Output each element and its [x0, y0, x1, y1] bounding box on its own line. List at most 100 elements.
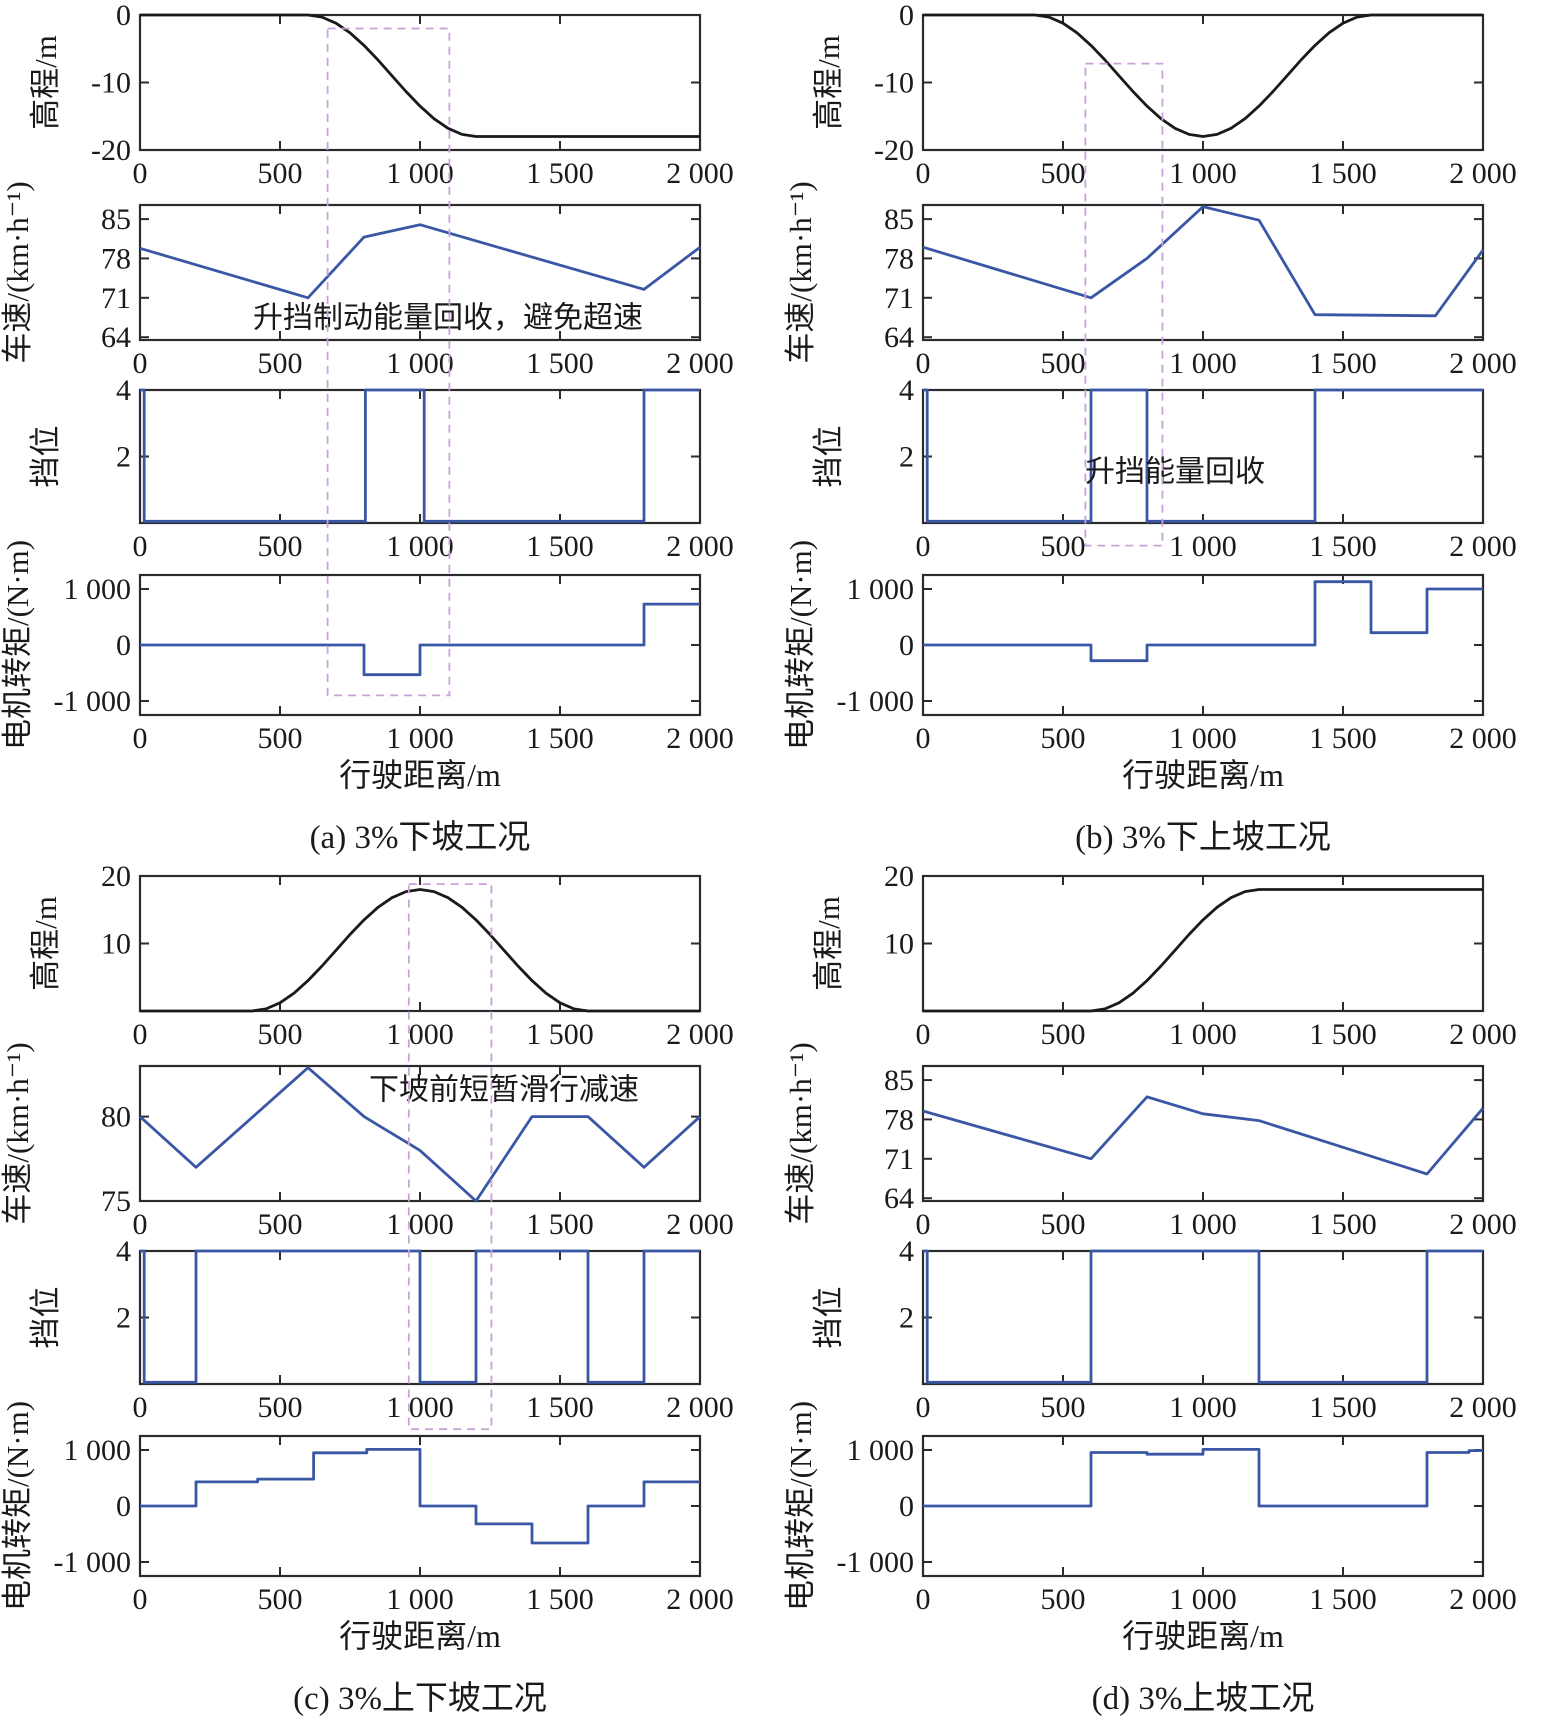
svg-text:高程/m: 高程/m [28, 35, 63, 130]
svg-text:2 000: 2 000 [666, 530, 734, 563]
svg-text:85: 85 [884, 1064, 914, 1097]
svg-text:-1 000: -1 000 [837, 685, 915, 718]
svg-text:10: 10 [101, 928, 131, 961]
svg-text:1 500: 1 500 [526, 1391, 594, 1424]
svg-text:500: 500 [258, 1391, 303, 1424]
svg-text:-1 000: -1 000 [54, 1546, 132, 1579]
svg-text:1 000: 1 000 [847, 573, 915, 606]
svg-text:升挡制动能量回收，避免超速: 升挡制动能量回收，避免超速 [253, 302, 643, 335]
svg-text:0: 0 [899, 1490, 914, 1523]
svg-text:1 500: 1 500 [526, 1583, 594, 1616]
svg-text:2 000: 2 000 [666, 1583, 734, 1616]
svg-text:1 500: 1 500 [526, 1208, 594, 1241]
svg-text:0: 0 [116, 0, 131, 32]
svg-text:1 000: 1 000 [386, 530, 454, 563]
svg-text:1 000: 1 000 [1169, 530, 1237, 563]
svg-text:高程/m: 高程/m [811, 35, 846, 130]
svg-text:-20: -20 [91, 134, 131, 167]
svg-text:1 000: 1 000 [386, 1391, 454, 1424]
svg-text:0: 0 [899, 629, 914, 662]
svg-text:0: 0 [116, 1490, 131, 1523]
svg-text:78: 78 [884, 1103, 914, 1136]
svg-text:71: 71 [884, 282, 914, 315]
svg-text:71: 71 [101, 282, 131, 315]
svg-text:0: 0 [133, 1208, 148, 1241]
svg-text:1 500: 1 500 [1309, 722, 1377, 755]
svg-text:1 500: 1 500 [1309, 1583, 1377, 1616]
svg-text:78: 78 [101, 242, 131, 275]
svg-text:车速/(km·h⁻¹): 车速/(km·h⁻¹) [0, 1042, 35, 1224]
svg-text:2 000: 2 000 [666, 1208, 734, 1241]
svg-text:1 500: 1 500 [526, 347, 594, 380]
x-axis-label-c: 行驶距离/m [339, 1618, 501, 1654]
svg-text:2 000: 2 000 [1449, 1391, 1517, 1424]
svg-text:2 000: 2 000 [666, 1018, 734, 1051]
svg-text:-1 000: -1 000 [837, 1546, 915, 1579]
svg-text:0: 0 [916, 1208, 931, 1241]
svg-text:1 500: 1 500 [526, 530, 594, 563]
svg-text:电机转矩/(N·m): 电机转矩/(N·m) [0, 1401, 35, 1611]
caption-panel-b: (b) 3%下上坡工况 [1075, 820, 1331, 856]
svg-text:挡位: 挡位 [811, 1287, 846, 1349]
svg-text:车速/(km·h⁻¹): 车速/(km·h⁻¹) [783, 1042, 818, 1224]
svg-text:1 000: 1 000 [386, 157, 454, 190]
svg-text:-20: -20 [874, 134, 914, 167]
svg-text:1 500: 1 500 [1309, 1208, 1377, 1241]
svg-text:2 000: 2 000 [666, 347, 734, 380]
svg-text:0: 0 [133, 722, 148, 755]
svg-text:0: 0 [133, 530, 148, 563]
svg-text:500: 500 [1041, 1208, 1086, 1241]
caption-panel-d: (d) 3%上坡工况 [1091, 1681, 1315, 1717]
svg-text:0: 0 [116, 629, 131, 662]
svg-text:1 500: 1 500 [1309, 1391, 1377, 1424]
svg-text:4: 4 [899, 374, 914, 407]
svg-text:500: 500 [1041, 1583, 1086, 1616]
svg-text:4: 4 [116, 374, 131, 407]
svg-text:64: 64 [884, 1182, 914, 1215]
svg-text:1 000: 1 000 [1169, 722, 1237, 755]
svg-text:0: 0 [916, 1391, 931, 1424]
svg-text:20: 20 [101, 861, 131, 893]
svg-text:1 000: 1 000 [64, 1434, 132, 1467]
svg-text:1 000: 1 000 [1169, 347, 1237, 380]
svg-text:500: 500 [1041, 530, 1086, 563]
svg-text:500: 500 [258, 1018, 303, 1051]
svg-text:20: 20 [884, 861, 914, 893]
panel-d: 0 500 1 000 1 500 2 000 20 10 高程/m 0 500 1 000 1 50… [783, 861, 1565, 1723]
x-axis-label-d: 行驶距离/m [1122, 1618, 1284, 1654]
svg-text:85: 85 [884, 203, 914, 236]
svg-text:-1 000: -1 000 [54, 685, 132, 718]
svg-text:高程/m: 高程/m [811, 896, 846, 991]
svg-text:电机转矩/(N·m): 电机转矩/(N·m) [783, 1401, 818, 1611]
caption-panel-a: (a) 3%下坡工况 [309, 820, 531, 856]
svg-text:-10: -10 [874, 67, 914, 100]
svg-text:0: 0 [133, 157, 148, 190]
svg-text:1 000: 1 000 [386, 722, 454, 755]
svg-text:1 500: 1 500 [1309, 530, 1377, 563]
svg-text:挡位: 挡位 [811, 426, 846, 488]
svg-text:500: 500 [1041, 347, 1086, 380]
svg-text:升挡能量回收: 升挡能量回收 [1085, 456, 1265, 489]
svg-text:车速/(km·h⁻¹): 车速/(km·h⁻¹) [783, 181, 818, 363]
svg-text:2: 2 [116, 441, 131, 474]
panel-a: 0 500 1 000 1 500 2 000 0 -10 -20 高程/m 0 500 1 000 1… [0, 0, 782, 862]
svg-text:1 000: 1 000 [386, 1583, 454, 1616]
svg-text:2: 2 [899, 1302, 914, 1335]
svg-text:1 000: 1 000 [386, 347, 454, 380]
svg-text:1 500: 1 500 [526, 157, 594, 190]
panel-b: 0 500 1 000 1 500 2 000 0 -10 -20 高程/m 0 500 1 000 1… [783, 0, 1565, 862]
svg-text:2: 2 [899, 441, 914, 474]
svg-text:78: 78 [884, 242, 914, 275]
svg-text:2 000: 2 000 [1449, 530, 1517, 563]
svg-text:500: 500 [258, 347, 303, 380]
svg-text:0: 0 [916, 530, 931, 563]
svg-text:0: 0 [916, 1583, 931, 1616]
svg-text:2 000: 2 000 [666, 157, 734, 190]
svg-text:2 000: 2 000 [666, 722, 734, 755]
svg-text:挡位: 挡位 [28, 426, 63, 488]
svg-text:2 000: 2 000 [666, 1391, 734, 1424]
